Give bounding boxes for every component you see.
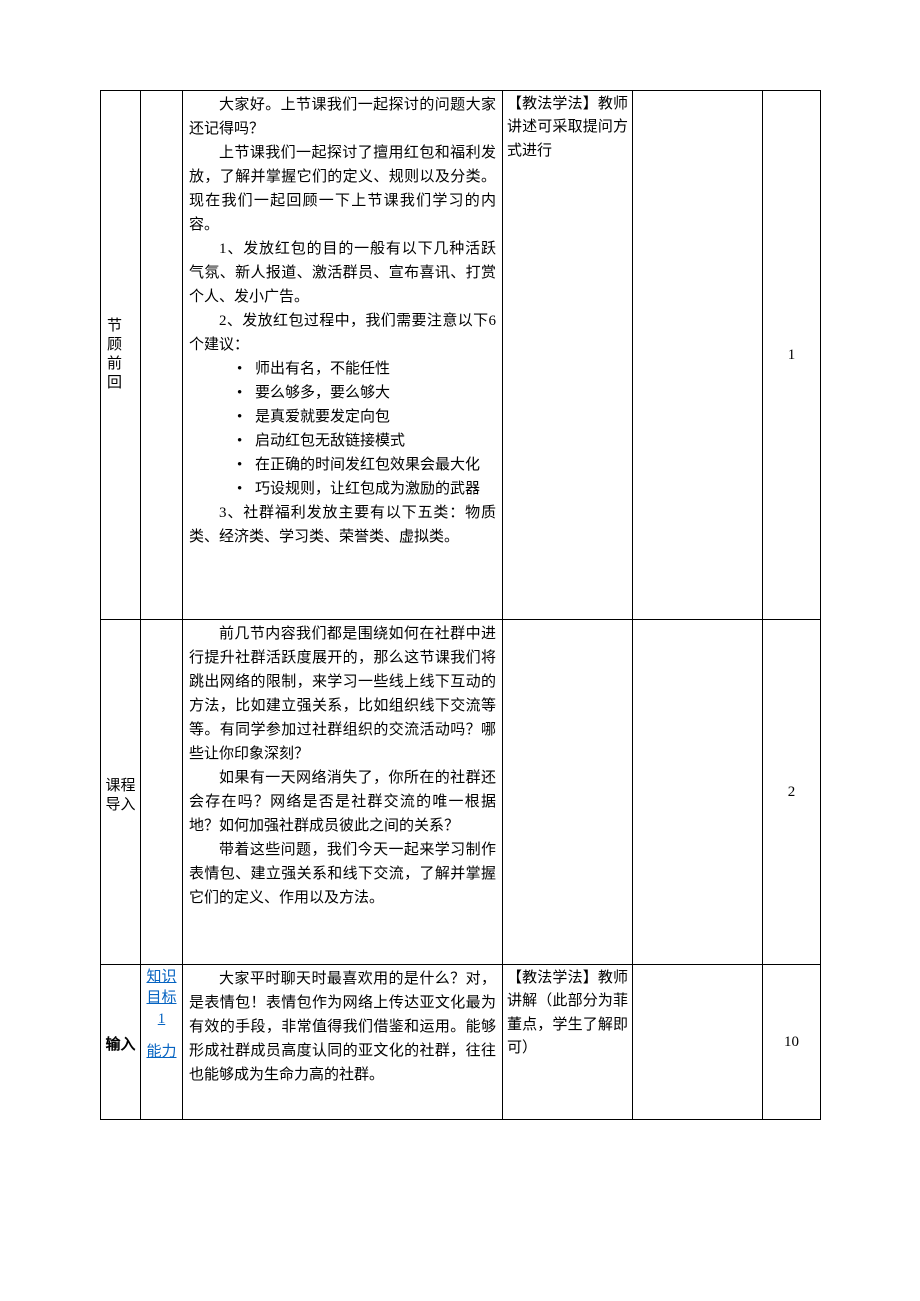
list-item: 在正确的时间发红包效果会最大化	[237, 453, 496, 477]
paragraph: 前几节内容我们都是围绕如何在社群中进行提升社群活跃度展开的，那么这节课我们将跳出…	[189, 622, 496, 766]
paragraph: 2、发放红包过程中，我们需要注意以下6个建议：	[189, 309, 496, 357]
ability-link[interactable]: 能力	[146, 1044, 176, 1060]
knowledge-goal-link[interactable]: 知识目标1	[146, 969, 176, 1027]
spacer	[143, 1030, 180, 1042]
paragraph: 1、发放红包的目的一般有以下几种活跃气氛、新人报道、激活群员、宣布喜讯、打赏个人…	[189, 237, 496, 309]
bullet-list: 师出有名，不能任性 要么够多，要么够大 是真爱就要发定向包 启动红包无敌链接模式…	[189, 357, 496, 501]
method-text: 【教法学法】教师讲述可采取提问方式进行	[507, 96, 628, 159]
method-cell	[503, 620, 633, 965]
list-item: 启动红包无敌链接模式	[237, 429, 496, 453]
blank-cell	[633, 91, 763, 620]
sub-cell	[141, 620, 183, 965]
lesson-plan-page: 节顾前回 大家好。上节课我们一起探讨的问题大家还记得吗？ 上节课我们一起探讨了擅…	[0, 0, 920, 1180]
lesson-table: 节顾前回 大家好。上节课我们一起探讨的问题大家还记得吗？ 上节课我们一起探讨了擅…	[100, 90, 821, 1120]
time-cell: 1	[763, 91, 821, 620]
paragraph	[189, 910, 496, 934]
stage-cell: 课程导入	[101, 620, 141, 965]
sub-cell: 知识目标1 能力	[141, 965, 183, 1120]
blank-cell	[633, 965, 763, 1120]
paragraph: 3、社群福利发放主要有以下五类：物质类、经济类、学习类、荣誉类、虚拟类。	[189, 501, 496, 549]
list-item: 要么够多，要么够大	[237, 381, 496, 405]
time-value: 2	[788, 784, 796, 800]
time-cell: 2	[763, 620, 821, 965]
list-item: 师出有名，不能任性	[237, 357, 496, 381]
method-text: 【教法学法】教师讲解（此部分为菲董点，学生了解即可）	[507, 970, 628, 1056]
list-item: 是真爱就要发定向包	[237, 405, 496, 429]
method-cell: 【教法学法】教师讲述可采取提问方式进行	[503, 91, 633, 620]
table-row: 课程导入 前几节内容我们都是围绕如何在社群中进行提升社群活跃度展开的，那么这节课…	[101, 620, 821, 965]
paragraph: 如果有一天网络消失了，你所在的社群还会存在吗？网络是否是社群交流的唯一根据地？如…	[189, 766, 496, 838]
table-row: 节顾前回 大家好。上节课我们一起探讨的问题大家还记得吗？ 上节课我们一起探讨了擅…	[101, 91, 821, 620]
list-item: 巧设规则，让红包成为激励的武器	[237, 477, 496, 501]
stage-label: 课程导入	[101, 620, 140, 972]
time-value: 10	[784, 1034, 799, 1050]
paragraph: 大家平时聊天时最喜欢用的是什么？对，是表情包！表情包作为网络上传达亚文化最为有效…	[189, 967, 496, 1087]
time-cell: 10	[763, 965, 821, 1120]
stage-label: 节顾前回	[101, 91, 125, 619]
sub-cell	[141, 91, 183, 620]
blank-cell	[633, 620, 763, 965]
content-cell: 前几节内容我们都是围绕如何在社群中进行提升社群活跃度展开的，那么这节课我们将跳出…	[183, 620, 503, 965]
table-row: 输入 知识目标1 能力 大家平时聊天时最喜欢用的是什么？对，是表情包！表情包作为…	[101, 965, 821, 1120]
paragraph: 大家好。上节课我们一起探讨的问题大家还记得吗？	[189, 93, 496, 141]
content-cell: 大家平时聊天时最喜欢用的是什么？对，是表情包！表情包作为网络上传达亚文化最为有效…	[183, 965, 503, 1120]
method-cell: 【教法学法】教师讲解（此部分为菲董点，学生了解即可）	[503, 965, 633, 1120]
paragraph: 上节课我们一起探讨了擅用红包和福利发放，了解并掌握它们的定义、规则以及分类。现在…	[189, 141, 496, 237]
paragraph: 带着这些问题，我们今天一起来学习制作表情包、建立强关系和线下交流，了解并掌握它们…	[189, 838, 496, 910]
content-cell: 大家好。上节课我们一起探讨的问题大家还记得吗？ 上节课我们一起探讨了擅用红包和福…	[183, 91, 503, 620]
stage-label: 输入	[101, 965, 140, 1127]
stage-cell: 节顾前回	[101, 91, 141, 620]
stage-cell: 输入	[101, 965, 141, 1120]
time-value: 1	[788, 347, 796, 363]
